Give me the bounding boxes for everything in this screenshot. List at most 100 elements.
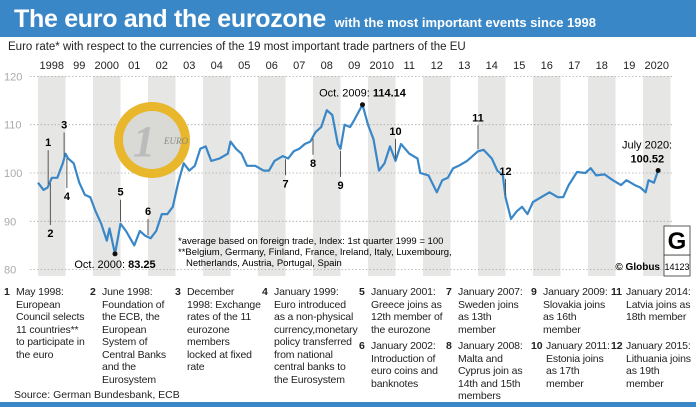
x-tick-label: 16 [541,60,553,72]
event-item: 2 June 1998: Foundation of the ECB, the E… [90,286,173,386]
x-tick-label: 09 [348,60,360,72]
event-number: 10 [531,340,543,352]
event-number: 9 [531,286,537,298]
event-item: 9 January 2009: Slovakia joins as 16th me… [531,286,611,336]
event-item: 3 December 1998: Exchange rates of the 11… [175,286,261,374]
annotation-value: 100.52 [630,153,664,165]
x-tick-label: 04 [211,60,223,72]
x-tick-label: 17 [568,60,580,72]
globus-number: 14123 [664,262,689,272]
euro-rate-chart: 1998 99 2000 01 02 03 04 05 06 07 08 09 2010 11 12 13 14… [4,60,691,277]
x-tick-label: 11 [404,60,415,72]
event-text: January 2015: Lithuania joins as 19th me… [626,340,691,390]
event-marker-number: 6 [145,206,151,218]
x-tick-label: 13 [458,60,470,72]
x-tick-label: 18 [596,60,608,72]
event-marker-number: 1 [45,137,51,149]
page-title: The euro and the eurozone [14,5,326,33]
annotation-dot [360,102,365,108]
event-marker-number: 10 [389,126,401,138]
annotation-dot [112,251,118,257]
x-tick-label: 05 [238,60,250,72]
y-tick-label: 80 [4,265,16,277]
event-text: December 1998: Exchange rates of the 11 … [187,286,261,373]
x-tick-label: 15 [513,60,525,72]
event-text: January 2009: Slovakia joins as 16th mem… [543,286,608,336]
x-tick-label: 12 [431,60,443,72]
y-tick-label: 120 [4,71,22,83]
event-marker-number: 12 [499,166,511,178]
source-note: Source: German Bundesbank, ECB [14,389,180,401]
x-tick-label: 99 [73,60,85,72]
globus-logo-box [663,225,691,256]
coin-center [123,111,181,169]
event-number: 7 [446,286,452,298]
footnote-index: *average based on foreign trade, Index: … [178,236,443,247]
year-band [258,76,286,276]
event-marker-number: 3 [61,120,67,132]
x-tick-label: 1998 [40,60,64,72]
x-tick-label: 06 [266,60,278,72]
event-marker-number: 7 [282,178,288,190]
event-number: 11 [611,286,622,298]
event-number: 1 [4,286,10,298]
footnote-countries: **Belgium, Germany, Finland, France, Ire… [178,247,452,258]
x-tick-label: 01 [128,60,140,72]
coin-numeral: 1 [133,117,155,166]
coin-text: EURO [163,136,188,146]
event-item: 11 January 2014: Latvia joins as 18th mem… [611,286,696,324]
x-tick-label: 07 [293,60,305,72]
event-item: 4 January 1999: Euro introduced as a non-… [262,286,358,386]
event-item: 1 May 1998: European Council selects 11 c… [4,286,88,361]
event-marker-number: 8 [310,158,316,170]
y-tick-label: 90 [4,216,16,228]
x-tick-label: 02 [156,60,168,72]
event-text: May 1998: European Council selects 11 co… [16,286,85,361]
year-band [533,76,561,276]
event-number: 5 [359,286,365,298]
annotation-label: July 2020: [622,139,672,151]
event-text: January 2002: Introduction of euro coins… [371,340,438,390]
year-band [588,76,616,276]
year-band [38,76,66,276]
footnote-countries-cont: Netherlands, Austria, Portugal, Spain [186,258,342,269]
event-item: 12 January 2015: Lithuania joins as 19th … [611,340,696,390]
x-tick-label: 03 [183,60,195,72]
event-marker-number: 9 [337,180,343,192]
event-text: January 1999: Euro introduced as a non-p… [274,286,358,386]
y-tick-label: 100 [4,168,22,180]
event-marker-number: 4 [64,191,71,203]
x-tick-label: 08 [321,60,333,72]
annotation-label: Oct. 2000: 83.25 [74,259,155,271]
event-marker-number: 2 [47,228,53,240]
event-text: January 2001: Greece joins as 12th membe… [371,286,443,336]
event-text: January 2011: Estonia joins as 17th memb… [546,340,610,390]
event-text: January 2008: Malta and Cyprus join as 1… [458,340,523,402]
copyright-globus: © Globus [615,262,660,273]
y-tick-label: 110 [4,120,22,132]
event-number: 6 [359,340,365,352]
annotation-label: Oct. 2009: 114.14 [319,88,407,100]
event-item: 5 January 2001: Greece joins as 12th memb… [359,286,445,336]
event-text: June 1998: Foundation of the ECB, the Eu… [102,286,166,386]
event-number: 2 [90,286,96,298]
event-text: January 2014: Latvia joins as 18th membe… [626,286,691,323]
globus-logo: G [668,228,687,255]
chart-description: Euro rate* with respect to the currencie… [8,41,466,53]
bottom-rule [0,402,696,407]
euro-rate-line [37,103,660,255]
year-band [203,76,231,276]
event-item: 8 January 2008: Malta and Cyprus join as … [446,340,530,403]
event-item: 6 January 2002: Introduction of euro coin… [359,340,445,390]
event-number: 4 [262,286,268,298]
event-number: 12 [611,340,623,352]
page-subtitle: with the most important events since 199… [334,15,596,30]
annotation-dot [655,167,661,173]
x-tick-label: 2020 [645,60,669,72]
event-number: 8 [446,340,452,352]
event-text: January 2007: Sweden joins as 13th membe… [458,286,523,336]
x-tick-label: 2010 [370,60,394,72]
event-item: 7 January 2007: Sweden joins as 13th memb… [446,286,530,336]
year-band [478,76,506,276]
event-marker-number: 5 [117,187,123,199]
